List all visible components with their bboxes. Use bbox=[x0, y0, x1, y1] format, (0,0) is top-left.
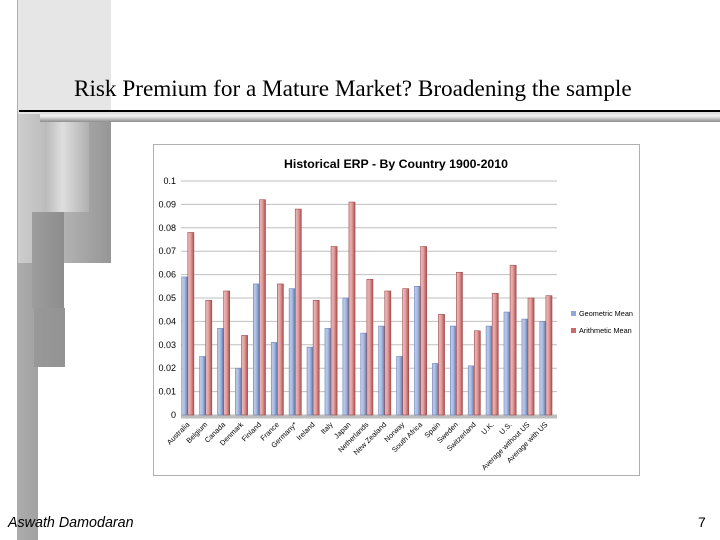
svg-text:U.K.: U.K. bbox=[479, 420, 495, 436]
svg-text:Geometric Mean: Geometric Mean bbox=[579, 309, 633, 318]
svg-text:0: 0 bbox=[171, 410, 176, 420]
svg-text:0.06: 0.06 bbox=[158, 270, 176, 280]
svg-text:0.09: 0.09 bbox=[158, 199, 176, 209]
svg-text:Historical ERP - By Country 19: Historical ERP - By Country 1900-2010 bbox=[284, 157, 508, 171]
svg-text:0.08: 0.08 bbox=[158, 223, 176, 233]
svg-text:0.05: 0.05 bbox=[158, 293, 176, 303]
svg-text:0.07: 0.07 bbox=[158, 246, 176, 256]
svg-text:Ireland: Ireland bbox=[295, 420, 317, 442]
svg-text:0.04: 0.04 bbox=[158, 316, 176, 326]
svg-text:0.02: 0.02 bbox=[158, 363, 176, 373]
svg-text:0.01: 0.01 bbox=[158, 387, 176, 397]
svg-text:Finland: Finland bbox=[240, 420, 263, 443]
svg-text:0.1: 0.1 bbox=[163, 176, 176, 186]
svg-text:Arithmetic Mean: Arithmetic Mean bbox=[579, 326, 632, 335]
svg-text:0.03: 0.03 bbox=[158, 340, 176, 350]
